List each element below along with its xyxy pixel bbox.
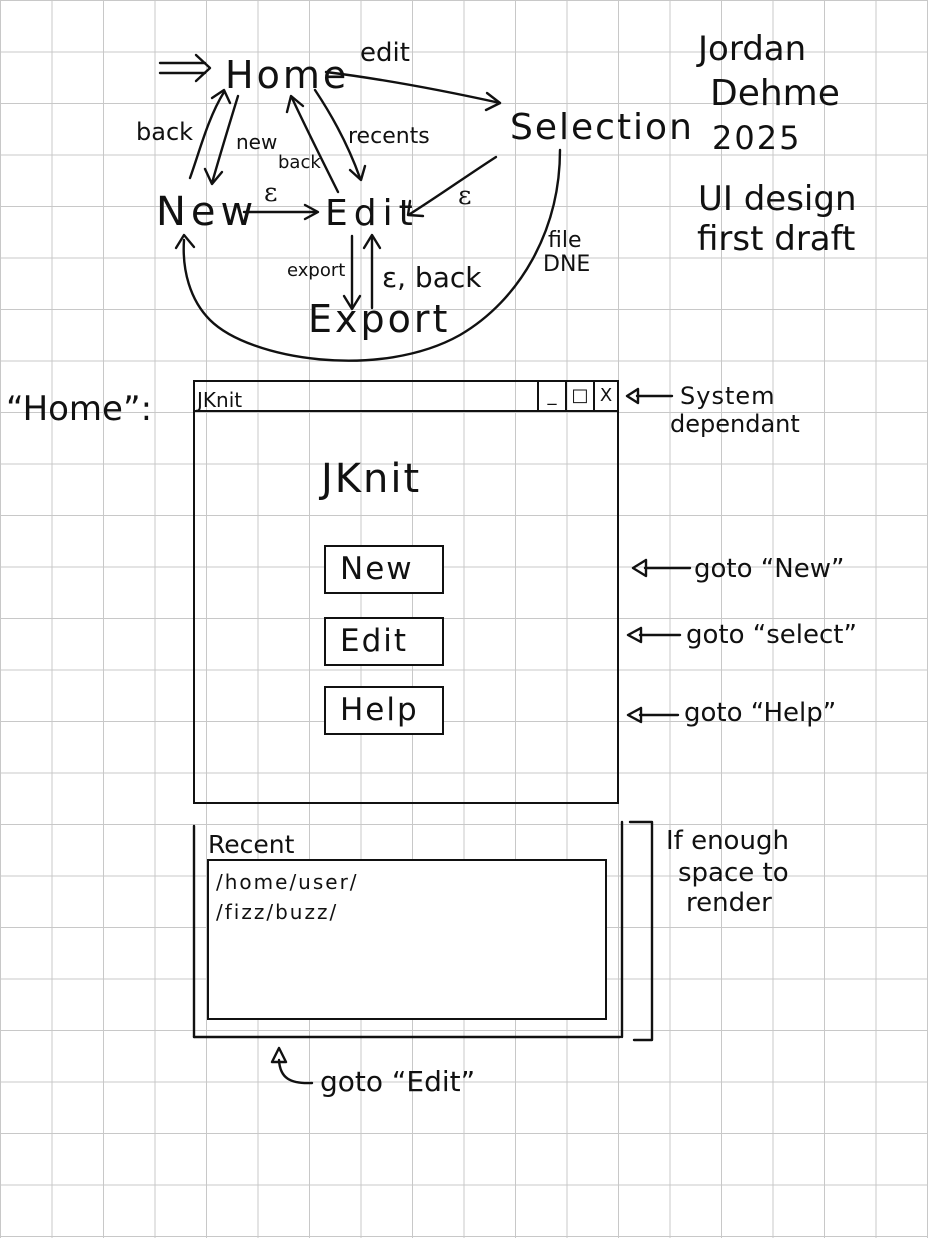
recent-left-bracket <box>192 820 624 1039</box>
state-new: New <box>156 189 259 235</box>
edge-label-new: new <box>236 130 278 154</box>
recent-title: Recent <box>208 830 295 859</box>
edge-edit-home <box>285 94 340 194</box>
edge-home-edit <box>313 88 367 182</box>
annotation-space-3: render <box>686 888 772 918</box>
credit-subtitle-2: first draft <box>697 219 856 259</box>
new-button[interactable]: New <box>324 545 444 594</box>
edge-edit-export <box>342 234 362 311</box>
edge-label-back-new: back <box>136 118 194 146</box>
entry-arrow <box>158 53 212 83</box>
edge-home-new <box>203 94 240 186</box>
state-home: Home <box>225 53 350 97</box>
annotation-dependant: dependant <box>670 410 800 438</box>
edge-new-home <box>188 88 232 180</box>
annotation-system: System <box>680 382 776 410</box>
edge-selection-new <box>174 148 562 362</box>
goto-select-arrow <box>626 626 682 644</box>
close-button[interactable]: X <box>593 382 617 410</box>
app-title: JKnit <box>321 456 422 502</box>
edge-new-edit <box>242 203 320 221</box>
recent-item[interactable]: /home/user/ <box>216 870 359 894</box>
mock-titlebar: JKnit _ □ X <box>195 382 617 412</box>
annotation-space-1: If enough <box>666 826 789 856</box>
edge-selection-edit <box>406 155 498 218</box>
edge-label-epsilon-back: ε, back <box>382 261 482 294</box>
credit-name-first: Jordan <box>698 29 807 69</box>
state-selection: Selection <box>510 107 694 148</box>
annotation-goto-edit: goto “Edit” <box>320 1065 476 1098</box>
edge-export-edit <box>362 233 382 310</box>
edit-button[interactable]: Edit <box>324 617 444 666</box>
system-arrow <box>625 387 674 405</box>
goto-edit-arrow <box>270 1046 314 1085</box>
maximize-button[interactable]: □ <box>565 382 593 410</box>
recent-list: /home/user/ /fizz/buzz/ <box>207 859 607 1020</box>
annotation-goto-new: goto “New” <box>694 554 845 584</box>
edge-label-back-edit: back <box>278 152 321 173</box>
edge-label-dne: DNE <box>543 252 591 277</box>
edge-label-export: export <box>287 260 346 281</box>
recent-item[interactable]: /fizz/buzz/ <box>216 900 339 924</box>
edge-label-file: file <box>548 228 582 253</box>
edge-home-selection <box>324 70 502 112</box>
edge-label-epsilon-selection: ε <box>458 181 472 211</box>
space-bracket <box>628 820 654 1042</box>
goto-help-arrow <box>626 706 680 724</box>
help-button[interactable]: Help <box>324 686 444 735</box>
mock-window: JKnit _ □ X JKnit New Edit Help <box>193 380 619 804</box>
credit-year: 2025 <box>712 119 802 157</box>
minimize-button[interactable]: _ <box>537 382 565 410</box>
edge-label-edit: edit <box>360 38 410 68</box>
state-export: Export <box>308 297 451 341</box>
edge-label-recents: recents <box>348 124 430 149</box>
edge-label-epsilon-new: ε <box>264 178 278 208</box>
state-edit: Edit <box>325 193 419 234</box>
credit-subtitle-1: UI design <box>698 179 857 219</box>
annotation-space-2: space to <box>678 858 789 888</box>
goto-new-arrow <box>631 558 692 578</box>
credit-name-last: Dehme <box>710 73 840 114</box>
annotation-goto-help: goto “Help” <box>684 698 837 728</box>
home-screen-label: “Home”: <box>6 389 153 429</box>
annotation-goto-select: goto “select” <box>686 620 857 650</box>
mock-titlebar-text: JKnit <box>197 388 243 412</box>
